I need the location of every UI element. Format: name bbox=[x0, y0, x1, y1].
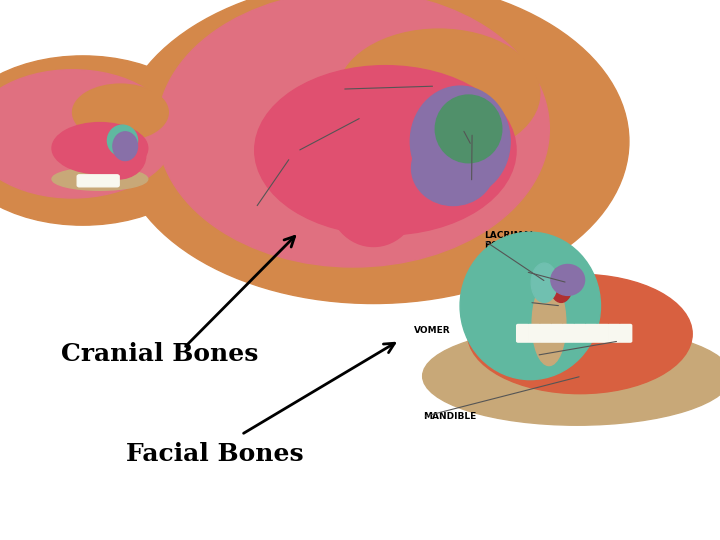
FancyBboxPatch shape bbox=[517, 325, 529, 342]
Ellipse shape bbox=[328, 148, 418, 246]
Ellipse shape bbox=[91, 133, 145, 179]
FancyBboxPatch shape bbox=[574, 325, 586, 342]
Ellipse shape bbox=[52, 168, 148, 190]
FancyBboxPatch shape bbox=[562, 325, 575, 342]
Text: FRONTAL
BONE: FRONTAL BONE bbox=[342, 79, 389, 99]
Text: Cranial Bones: Cranial Bones bbox=[61, 342, 258, 366]
FancyBboxPatch shape bbox=[551, 325, 563, 342]
FancyBboxPatch shape bbox=[539, 325, 552, 342]
Text: OCCIPITAL
BONE: OCCIPITAL BONE bbox=[205, 198, 258, 218]
Ellipse shape bbox=[460, 232, 600, 380]
Ellipse shape bbox=[532, 281, 566, 366]
Ellipse shape bbox=[479, 253, 563, 302]
Text: ETHMOID: ETHMOID bbox=[472, 178, 519, 187]
Text: MANDIBLE: MANDIBLE bbox=[423, 413, 476, 421]
Ellipse shape bbox=[550, 267, 572, 302]
Ellipse shape bbox=[157, 0, 549, 267]
Ellipse shape bbox=[423, 327, 720, 426]
Text: Facial Bones: Facial Bones bbox=[126, 442, 304, 465]
Ellipse shape bbox=[52, 123, 148, 174]
Text: NASAL
BONE: NASAL BONE bbox=[526, 262, 559, 281]
Text: ZYGOMATIC
BONE: ZYGOMATIC BONE bbox=[529, 293, 589, 312]
Text: SPHENOID: SPHENOID bbox=[472, 141, 525, 150]
Text: TEMPORAL
BONE: TEMPORAL BONE bbox=[272, 177, 328, 196]
FancyBboxPatch shape bbox=[528, 325, 540, 342]
Ellipse shape bbox=[436, 95, 502, 163]
Ellipse shape bbox=[255, 66, 516, 235]
FancyBboxPatch shape bbox=[585, 325, 598, 342]
Ellipse shape bbox=[107, 125, 138, 156]
FancyBboxPatch shape bbox=[77, 175, 120, 187]
Ellipse shape bbox=[201, 106, 379, 222]
Text: VOMER: VOMER bbox=[414, 326, 451, 335]
Ellipse shape bbox=[113, 132, 138, 160]
Ellipse shape bbox=[338, 29, 540, 158]
Text: PARIETAL BONE: PARIETAL BONE bbox=[229, 147, 308, 156]
Ellipse shape bbox=[118, 0, 629, 303]
FancyBboxPatch shape bbox=[619, 325, 631, 342]
Ellipse shape bbox=[0, 70, 175, 198]
Ellipse shape bbox=[73, 84, 168, 140]
Ellipse shape bbox=[410, 86, 510, 197]
Text: LACRIMAL
BONE: LACRIMAL BONE bbox=[484, 231, 535, 250]
Ellipse shape bbox=[412, 131, 495, 206]
Ellipse shape bbox=[551, 265, 585, 295]
Ellipse shape bbox=[0, 56, 216, 225]
FancyBboxPatch shape bbox=[597, 325, 609, 342]
FancyBboxPatch shape bbox=[608, 325, 620, 342]
Text: MAXILLARY
BONE: MAXILLARY BONE bbox=[536, 346, 594, 365]
Ellipse shape bbox=[531, 263, 557, 302]
Ellipse shape bbox=[467, 274, 692, 394]
